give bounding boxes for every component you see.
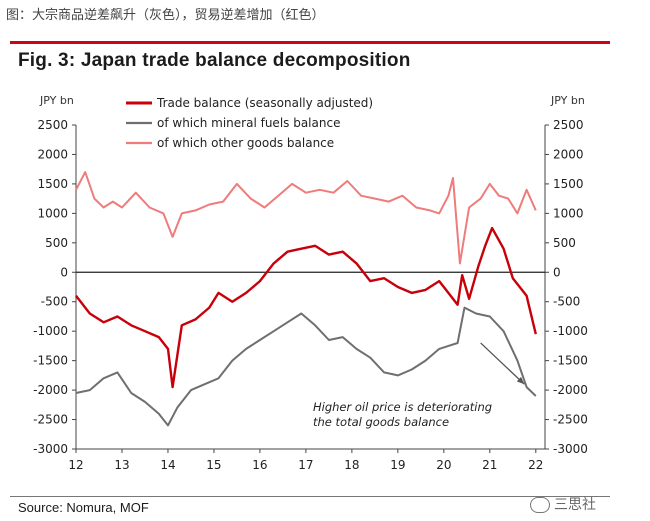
series-line-2: [75, 171, 537, 265]
right-tick-label: 0: [553, 265, 561, 279]
legend-label-0: Trade balance (seasonally adjusted): [156, 96, 373, 110]
right-tick-label: -1500: [553, 354, 588, 368]
left-tick-label: -500: [41, 295, 68, 309]
left-tick-label: 500: [45, 236, 68, 250]
left-tick-label: -2000: [33, 383, 68, 397]
left-tick-label: 1500: [37, 177, 68, 191]
x-tick-label: 21: [482, 458, 497, 472]
figure-caption: 图：大宗商品逆差飙升（灰色），贸易逆差增加（红色）: [6, 8, 325, 23]
right-tick-label: 2000: [553, 147, 584, 161]
x-tick-label: 18: [344, 458, 359, 472]
right-tick-label: -2000: [553, 383, 588, 397]
right-tick-label: -500: [553, 295, 580, 309]
right-tick-label: 1500: [553, 177, 584, 191]
annotation-arrow: [480, 342, 525, 385]
chart-title: Fig. 3: Japan trade balance decompositio…: [18, 50, 411, 71]
chat-bubble-icon: [530, 497, 550, 513]
x-tick-label: 16: [252, 458, 267, 472]
series-line-0: [75, 226, 537, 389]
left-tick-label: -3000: [33, 442, 68, 456]
x-tick-label: 12: [68, 458, 83, 472]
title-rule: [10, 41, 610, 44]
legend-label-2: of which other goods balance: [157, 136, 334, 150]
right-tick-label: -2500: [553, 413, 588, 427]
series-line-1: [75, 306, 537, 427]
left-tick-label: 2500: [37, 118, 68, 132]
x-tick-label: 15: [206, 458, 221, 472]
right-unit-label: JPY bn: [550, 94, 585, 107]
left-tick-label: -2500: [33, 413, 68, 427]
x-tick-label: 19: [390, 458, 405, 472]
left-tick-label: 2000: [37, 147, 68, 161]
x-tick-label: 14: [160, 458, 175, 472]
left-tick-label: 1000: [37, 206, 68, 220]
annotation-arrowhead: [516, 376, 525, 385]
right-tick-label: 500: [553, 236, 576, 250]
x-tick-label: 22: [528, 458, 543, 472]
source-rule: [10, 496, 610, 497]
watermark: 三思社: [530, 494, 596, 514]
x-tick-label: 13: [114, 458, 129, 472]
x-tick-label: 20: [436, 458, 451, 472]
left-unit-label: JPY bn: [39, 94, 74, 107]
left-tick-label: -1500: [33, 354, 68, 368]
legend-label-1: of which mineral fuels balance: [157, 116, 340, 130]
right-tick-label: -1000: [553, 324, 588, 338]
annotation-text-1: the total goods balance: [313, 415, 449, 429]
left-tick-label: 0: [60, 265, 68, 279]
source-note: Source: Nomura, MOF: [18, 500, 149, 515]
right-tick-label: 1000: [553, 206, 584, 220]
left-tick-label: -1000: [33, 324, 68, 338]
x-tick-label: 17: [298, 458, 313, 472]
right-tick-label: 2500: [553, 118, 584, 132]
watermark-text: 三思社: [554, 497, 596, 513]
right-tick-label: -3000: [553, 442, 588, 456]
annotation-text-0: Higher oil price is deteriorating: [313, 400, 492, 414]
